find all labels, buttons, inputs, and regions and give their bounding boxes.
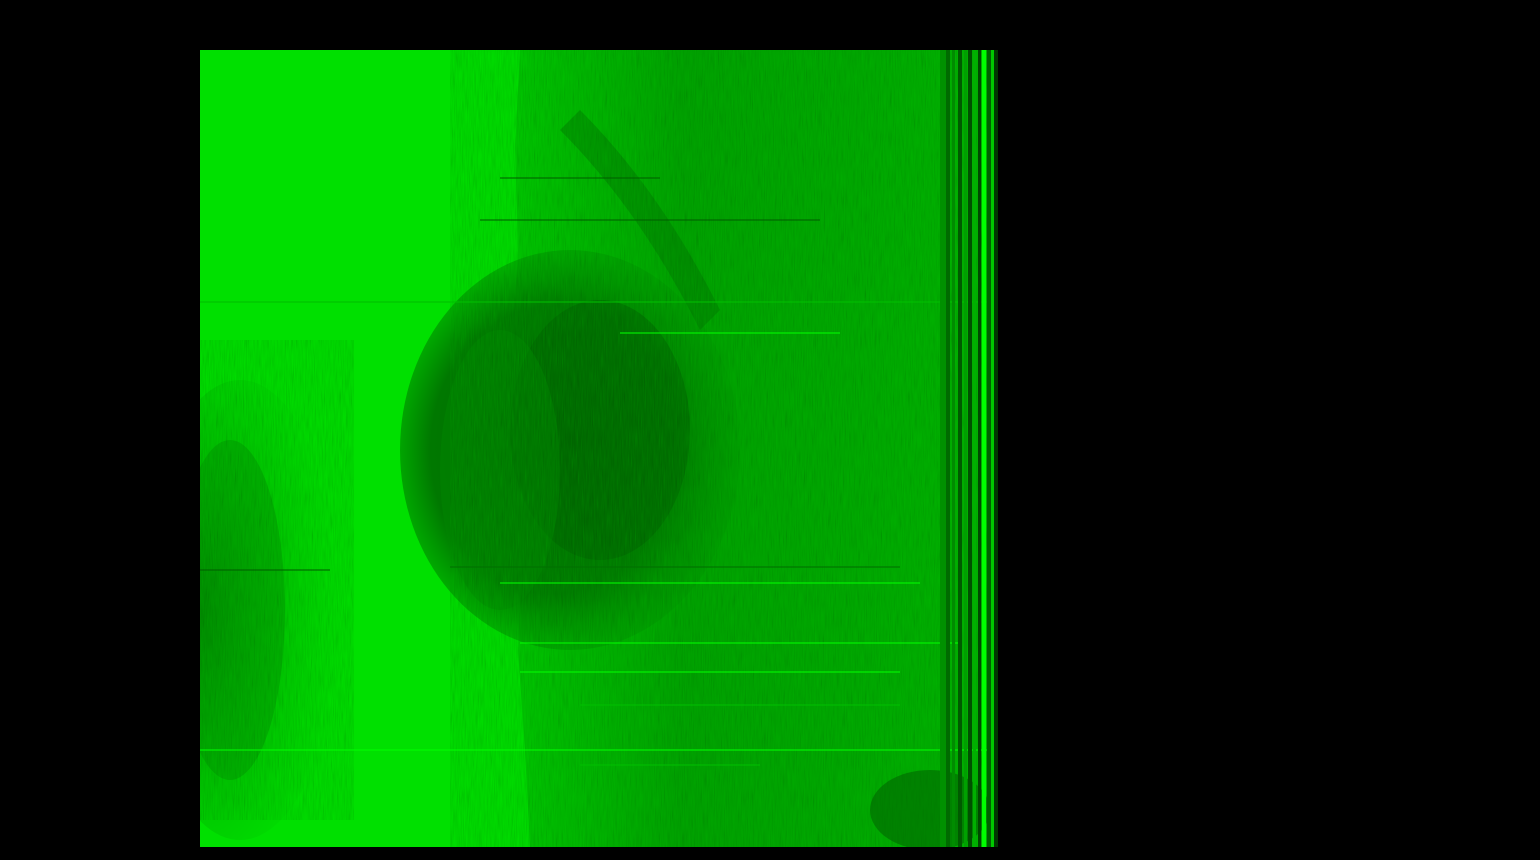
horizontal-interference-lines	[200, 177, 998, 766]
sonar-noise-left	[200, 380, 340, 780]
sonar-noise	[500, 50, 998, 847]
right-edge-stripes	[940, 50, 998, 847]
sonar-echogram-svg	[200, 50, 998, 847]
sonar-image	[200, 50, 998, 847]
